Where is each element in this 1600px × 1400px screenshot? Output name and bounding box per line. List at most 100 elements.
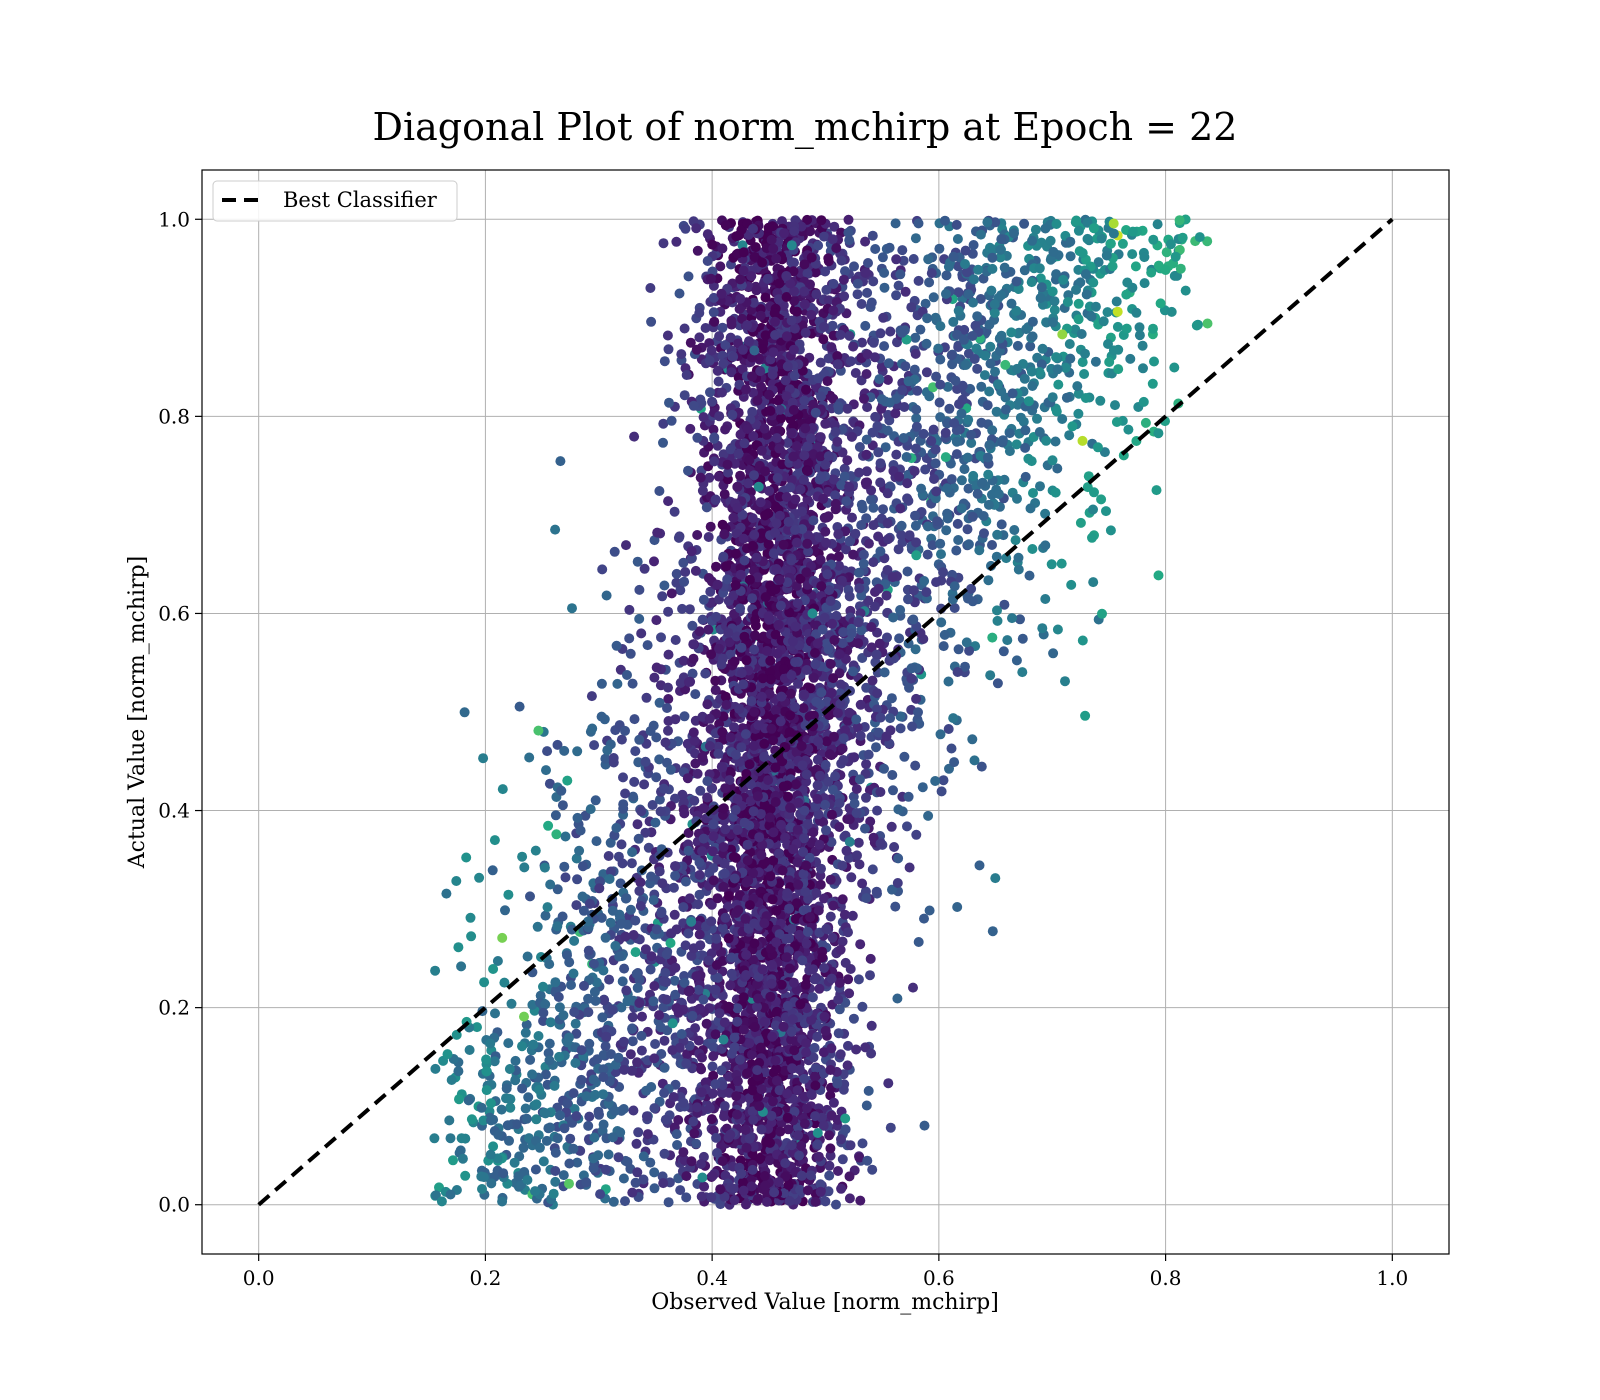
scatter-point <box>581 1177 592 1188</box>
scatter-point <box>497 932 508 943</box>
scatter-point <box>985 358 996 369</box>
scatter-point <box>572 1157 583 1168</box>
scatter-point <box>809 974 820 985</box>
scatter-point <box>603 851 614 861</box>
scatter-point <box>730 548 741 559</box>
scatter-point <box>430 1190 441 1201</box>
scatter-point <box>895 723 906 734</box>
scatter-point <box>931 371 942 382</box>
scatter-point <box>597 564 608 575</box>
scatter-point <box>564 1178 574 1189</box>
scatter-point <box>1148 323 1158 334</box>
scatter-point <box>445 1133 456 1144</box>
scatter-point <box>586 691 597 702</box>
scatter-point <box>1153 428 1164 439</box>
scatter-point <box>879 667 890 678</box>
scatter-point <box>596 912 607 923</box>
scatter-point <box>919 1120 930 1131</box>
scatter-point <box>574 845 585 856</box>
scatter-point <box>819 893 829 904</box>
scatter-point <box>541 765 551 776</box>
scatter-point <box>984 386 995 397</box>
scatter-point <box>783 1124 794 1135</box>
scatter-point <box>1080 348 1090 359</box>
scatter-point <box>675 585 686 596</box>
scatter-point <box>550 1176 561 1187</box>
scatter-point <box>1080 710 1091 721</box>
scatter-point <box>550 1166 561 1176</box>
scatter-point <box>833 1166 843 1176</box>
scatter-point <box>915 324 926 335</box>
scatter-point <box>820 1025 831 1036</box>
scatter-point <box>856 625 867 636</box>
scatter-point <box>835 1049 846 1060</box>
scatter-point <box>1035 293 1046 303</box>
scatter-point <box>857 1001 868 1012</box>
scatter-point <box>481 1054 492 1065</box>
scatter-point <box>874 374 885 385</box>
scatter-point <box>649 535 660 546</box>
scatter-point <box>521 1019 532 1030</box>
scatter-point <box>497 1196 508 1207</box>
scatter-point <box>851 714 862 725</box>
scatter-point <box>693 1035 704 1046</box>
scatter-point <box>608 1196 619 1207</box>
scatter-point <box>569 1007 580 1017</box>
scatter-point <box>645 964 656 975</box>
scatter-point <box>1140 417 1151 428</box>
scatter-point <box>560 872 571 883</box>
scatter-point <box>646 316 657 327</box>
scatter-point <box>726 367 737 378</box>
scatter-point <box>1053 379 1064 390</box>
scatter-point <box>972 488 983 499</box>
scatter-point <box>823 295 834 306</box>
scatter-point <box>1011 655 1022 666</box>
scatter-point <box>1065 251 1076 262</box>
scatter-point <box>886 693 897 704</box>
scatter-point <box>465 912 476 923</box>
scatter-point <box>627 1012 638 1023</box>
scatter-point <box>868 337 879 348</box>
scatter-point <box>887 770 898 780</box>
scatter-point <box>1073 408 1084 419</box>
scatter-point <box>883 1078 894 1089</box>
scatter-point <box>882 374 893 385</box>
scatter-point <box>1036 359 1047 370</box>
scatter-point <box>686 553 697 564</box>
scatter-point <box>654 697 665 708</box>
scatter-point <box>734 304 745 314</box>
scatter-point <box>1087 532 1097 543</box>
scatter-point <box>786 1034 797 1045</box>
scatter-point <box>622 1156 633 1167</box>
scatter-point <box>735 1054 745 1065</box>
scatter-point <box>851 1044 862 1055</box>
scatter-point <box>525 1054 536 1065</box>
scatter-point <box>817 939 828 950</box>
scatter-point <box>839 471 850 482</box>
scatter-point <box>943 676 954 687</box>
scatter-point <box>756 528 767 539</box>
scatter-point <box>542 902 553 913</box>
scatter-point <box>1086 311 1097 322</box>
scatter-point <box>1017 667 1028 678</box>
scatter-point <box>911 693 922 704</box>
scatter-point <box>991 551 1002 562</box>
scatter-point <box>842 1060 853 1071</box>
scatter-point <box>487 865 498 876</box>
scatter-point <box>903 376 914 387</box>
scatter-point <box>485 1098 496 1109</box>
scatter-point <box>708 1051 719 1062</box>
scatter-point <box>1056 558 1067 569</box>
scatter-point <box>713 376 724 387</box>
scatter-point <box>616 1002 627 1013</box>
scatter-point <box>844 1171 855 1182</box>
scatter-point <box>700 668 711 679</box>
scatter-point <box>1061 392 1072 403</box>
scatter-point <box>934 243 945 254</box>
scatter-point <box>572 746 583 757</box>
scatter-point <box>844 235 855 246</box>
scatter-point <box>834 798 845 809</box>
scatter-point <box>744 336 754 347</box>
scatter-point <box>998 435 1008 446</box>
scatter-point <box>855 1195 866 1206</box>
